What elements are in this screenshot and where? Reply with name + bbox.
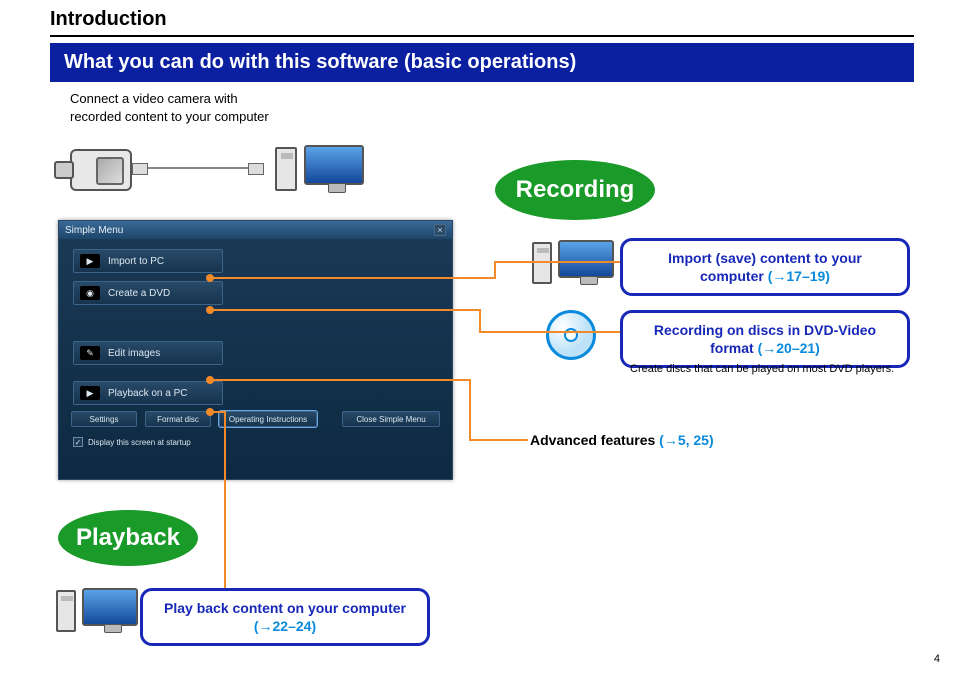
callout-text: Import (save) content to your computer bbox=[668, 250, 862, 284]
import-pc-icon bbox=[532, 240, 618, 290]
operating-instructions-button[interactable]: Operating Instructions bbox=[219, 411, 317, 427]
close-simple-menu-button[interactable]: Close Simple Menu bbox=[342, 411, 440, 427]
title-underline bbox=[50, 35, 914, 37]
monitor-icon bbox=[558, 240, 614, 278]
callout-playback[interactable]: Play back content on your computer (→22–… bbox=[140, 588, 430, 646]
simple-menu-window: Simple Menu × ▶ Import to PC ◉ Create a … bbox=[58, 220, 453, 480]
menu-item-label: Create a DVD bbox=[108, 288, 170, 299]
page-title: Introduction bbox=[0, 0, 954, 35]
callout-pages: (→20–21) bbox=[758, 340, 820, 356]
menu-item-label: Edit images bbox=[108, 348, 160, 359]
play-icon: ▶ bbox=[80, 386, 100, 400]
usb-cable-icon bbox=[148, 167, 248, 169]
recording-ellipse: Recording bbox=[495, 160, 655, 220]
monitor-icon bbox=[82, 588, 138, 626]
checkbox-icon[interactable]: ✓ bbox=[73, 437, 83, 447]
advanced-label: Advanced features bbox=[530, 432, 659, 448]
monitor-icon bbox=[304, 145, 364, 185]
simple-menu-body: ▶ Import to PC ◉ Create a DVD ✎ Edit ima… bbox=[59, 239, 452, 457]
pc-tower-icon bbox=[275, 147, 297, 191]
playback-pc-icon bbox=[56, 588, 142, 638]
pc-tower-icon bbox=[532, 242, 552, 284]
callout-text: Play back content on your computer bbox=[164, 600, 406, 616]
menu-item-create-dvd[interactable]: ◉ Create a DVD bbox=[73, 281, 223, 305]
simple-menu-titlebar: Simple Menu × bbox=[59, 221, 452, 239]
menu-spacer bbox=[73, 313, 438, 341]
startup-checkbox-label: Display this screen at startup bbox=[88, 438, 191, 447]
intro-line-2: recorded content to your computer bbox=[70, 109, 269, 124]
camcorder-icon bbox=[70, 149, 132, 191]
callout-pages: (→22–24) bbox=[254, 618, 316, 634]
edit-icon: ✎ bbox=[80, 346, 100, 360]
menu-item-playback-on-pc[interactable]: ▶ Playback on a PC bbox=[73, 381, 223, 405]
page-number: 4 bbox=[934, 653, 940, 665]
callout-discs[interactable]: Recording on discs in DVD-Video format (… bbox=[620, 310, 910, 368]
advanced-features[interactable]: Advanced features (→5, 25) bbox=[530, 432, 714, 448]
playback-ellipse: Playback bbox=[58, 510, 198, 566]
format-disc-button[interactable]: Format disc bbox=[145, 411, 211, 427]
dvd-icon: ◉ bbox=[80, 286, 100, 300]
disc-icon bbox=[546, 310, 596, 360]
menu-item-label: Playback on a PC bbox=[108, 388, 188, 399]
callout-import[interactable]: Import (save) content to your computer (… bbox=[620, 238, 910, 296]
settings-button[interactable]: Settings bbox=[71, 411, 137, 427]
simple-menu-title: Simple Menu bbox=[65, 225, 123, 236]
menu-item-edit-images[interactable]: ✎ Edit images bbox=[73, 341, 223, 365]
close-icon[interactable]: × bbox=[434, 224, 446, 236]
intro-line-1: Connect a video camera with bbox=[70, 91, 238, 106]
pc-tower-icon bbox=[56, 590, 76, 632]
section-banner: What you can do with this software (basi… bbox=[50, 43, 914, 82]
import-icon: ▶ bbox=[80, 254, 100, 268]
intro-text: Connect a video camera with recorded con… bbox=[70, 90, 954, 126]
note-create-discs: Create discs that can be played on most … bbox=[630, 362, 910, 376]
advanced-pages: (→5, 25) bbox=[659, 432, 713, 448]
menu-item-import-to-pc[interactable]: ▶ Import to PC bbox=[73, 249, 223, 273]
startup-checkbox-row[interactable]: ✓ Display this screen at startup bbox=[73, 437, 191, 447]
menu-item-label: Import to PC bbox=[108, 256, 164, 267]
callout-pages: (→17–19) bbox=[768, 268, 830, 284]
camera-to-pc-illustration bbox=[70, 145, 400, 200]
simple-menu-bottom-row: Settings Format disc Operating Instructi… bbox=[71, 411, 440, 427]
